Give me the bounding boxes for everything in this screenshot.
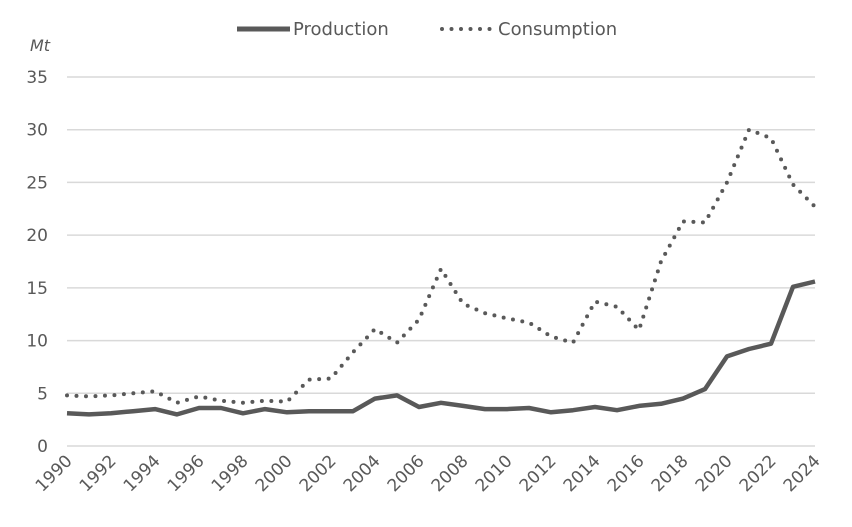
x-tick-label: 1996 — [164, 451, 209, 496]
x-tick-label: 2008 — [428, 451, 473, 496]
y-tick-label: 30 — [26, 121, 48, 141]
x-tick-label: 2004 — [340, 451, 385, 496]
legend-label-consumption: Consumption — [498, 19, 617, 40]
x-tick-label: 2020 — [692, 451, 737, 496]
y-tick-label: 0 — [37, 437, 48, 457]
y-tick-label: 15 — [26, 279, 48, 299]
y-tick-label: 35 — [26, 68, 48, 88]
legend: Production Consumption — [237, 19, 617, 40]
y-tick-label: 5 — [37, 384, 48, 404]
x-tick-label: 1992 — [76, 451, 121, 496]
x-tick-label: 2006 — [384, 451, 429, 496]
x-tick-label: 1990 — [32, 451, 77, 496]
x-tick-label: 2002 — [296, 451, 341, 496]
y-tick-labels: 0 5 10 15 20 25 30 35 — [26, 68, 48, 457]
x-tick-label: 2022 — [736, 451, 781, 496]
x-tick-label: 2010 — [472, 451, 517, 496]
series-lines — [67, 130, 815, 415]
y-tick-label: 20 — [26, 226, 48, 246]
x-tick-label: 2000 — [252, 451, 297, 496]
x-tick-label: 1994 — [120, 451, 165, 496]
y-axis-unit-label: Mt — [30, 36, 51, 55]
y-tick-label: 10 — [26, 332, 48, 352]
x-tick-label: 2024 — [780, 451, 825, 496]
x-tick-label: 2018 — [648, 451, 693, 496]
x-tick-label: 1998 — [208, 451, 253, 496]
series-line-consumption — [67, 130, 815, 403]
series-line-production — [67, 282, 815, 415]
legend-label-production: Production — [293, 19, 389, 40]
x-tick-label: 2014 — [560, 451, 605, 496]
x-tick-label: 2016 — [604, 451, 649, 496]
y-tick-label: 25 — [26, 173, 48, 193]
x-tick-label: 2012 — [516, 451, 561, 496]
